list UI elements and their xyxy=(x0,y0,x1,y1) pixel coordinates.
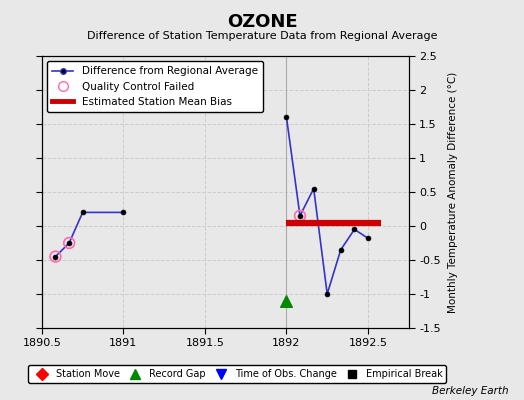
Point xyxy=(65,240,73,246)
Text: Berkeley Earth: Berkeley Earth xyxy=(432,386,508,396)
Text: OZONE: OZONE xyxy=(227,13,297,31)
Y-axis label: Monthly Temperature Anomaly Difference (°C): Monthly Temperature Anomaly Difference (… xyxy=(447,71,457,313)
Point xyxy=(296,213,304,219)
Point xyxy=(51,254,60,260)
Legend: Station Move, Record Gap, Time of Obs. Change, Empirical Break: Station Move, Record Gap, Time of Obs. C… xyxy=(28,365,446,383)
Point xyxy=(282,298,291,304)
Text: Difference of Station Temperature Data from Regional Average: Difference of Station Temperature Data f… xyxy=(87,31,437,41)
